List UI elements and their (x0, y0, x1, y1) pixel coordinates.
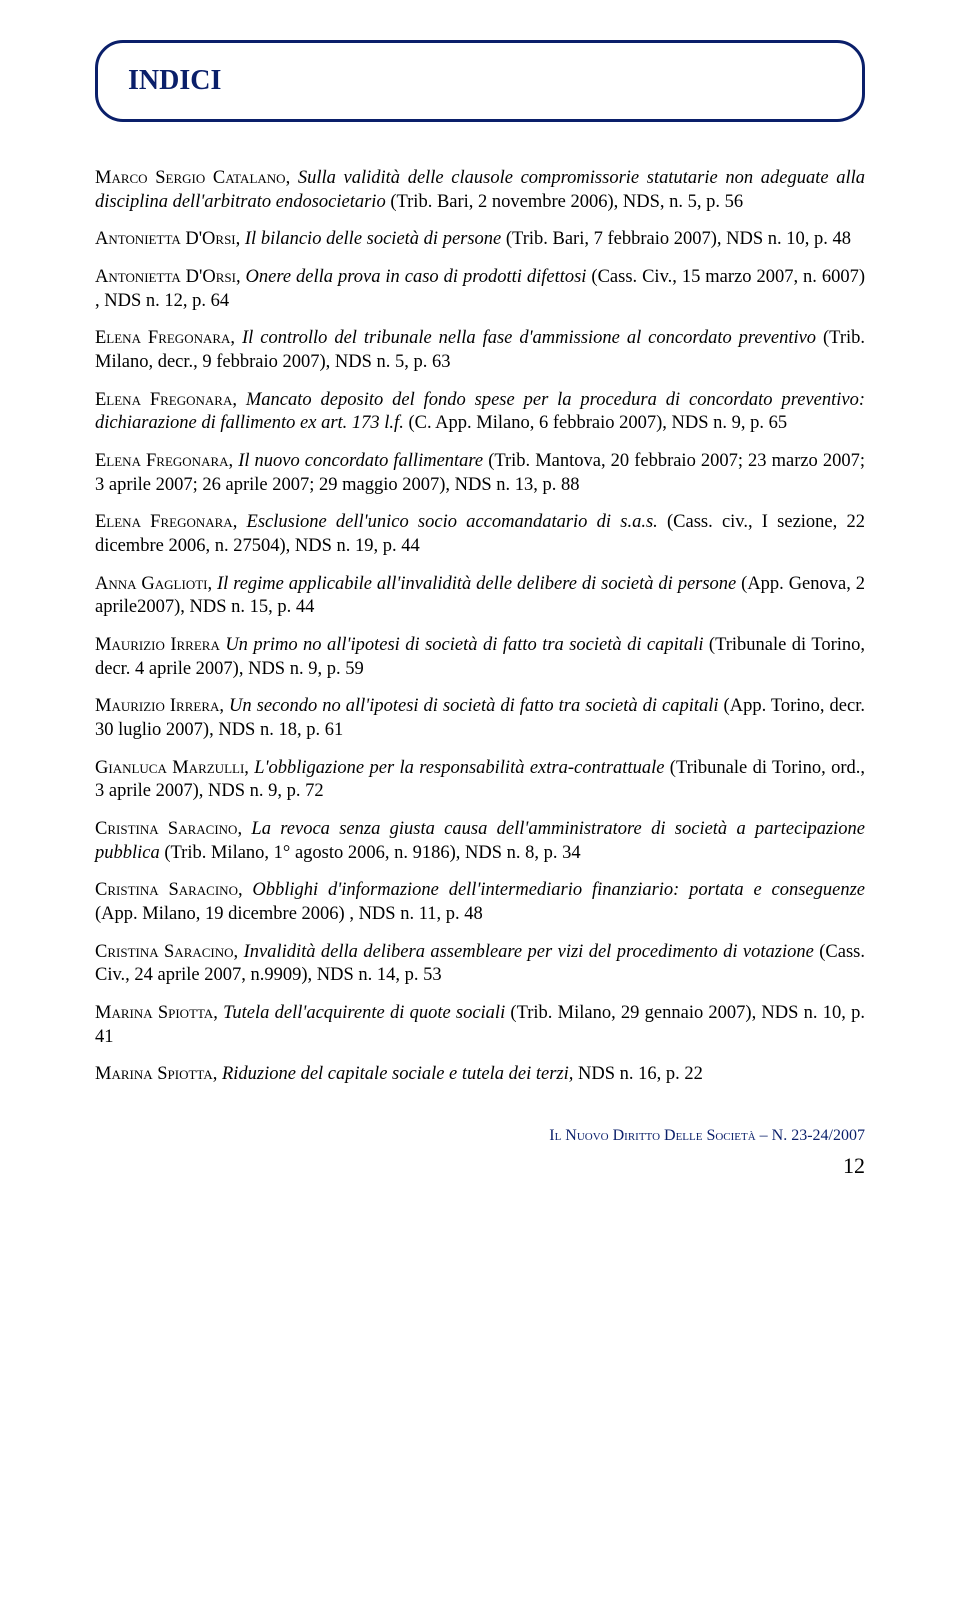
entry-author: Elena Fregonara (95, 512, 233, 532)
index-entry: Cristina Saracino, Invalidità della deli… (95, 941, 865, 988)
entry-separator: , (213, 1064, 222, 1084)
entry-author: Antonietta D'Orsi (95, 229, 236, 249)
entry-title: Il bilancio delle società di persone (245, 229, 501, 249)
index-entry: Elena Fregonara, Il nuovo concordato fal… (95, 450, 865, 497)
footer-journal-name: Il Nuovo Diritto Delle Società (549, 1127, 755, 1144)
entry-title: Il regime applicabile all'invalidità del… (217, 574, 736, 594)
entry-author: Gianluca Marzulli (95, 758, 244, 778)
entry-author: Marina Spiotta (95, 1064, 213, 1084)
index-entry: Cristina Saracino, Obblighi d'informazio… (95, 879, 865, 926)
entry-separator: , (238, 880, 252, 900)
entry-author: Elena Fregonara (95, 328, 230, 348)
entry-separator: , (219, 696, 229, 716)
entry-author: Marina Spiotta (95, 1003, 213, 1023)
entry-author: Antonietta D'Orsi (95, 267, 236, 287)
index-entry: Elena Fregonara, Esclusione dell'unico s… (95, 511, 865, 558)
entry-separator: , (233, 512, 247, 532)
entry-author: Maurizio Irrera (95, 635, 220, 655)
entry-separator: , (234, 942, 244, 962)
entry-title: Esclusione dell'unico socio accomandatar… (247, 512, 658, 532)
entry-title: Invalidità della delibera assembleare pe… (244, 942, 814, 962)
entry-title: Tutela dell'acquirente di quote sociali (223, 1003, 505, 1023)
index-entry: Cristina Saracino, La revoca senza giust… (95, 818, 865, 865)
footer-issue: – N. 23-24/2007 (756, 1127, 865, 1144)
entry-citation: (C. App. Milano, 6 febbraio 2007), NDS n… (404, 413, 787, 433)
entry-author: Anna Gaglioti (95, 574, 207, 594)
index-entry: Marina Spiotta, Tutela dell'acquirente d… (95, 1002, 865, 1049)
entry-citation: NDS n. 16, p. 22 (573, 1064, 703, 1084)
entry-title: Il controllo del tribunale nella fase d'… (242, 328, 816, 348)
entry-separator: , (236, 229, 245, 249)
footer: Il Nuovo Diritto Delle Società – N. 23-2… (95, 1127, 865, 1179)
index-entry: Anna Gaglioti, Il regime applicabile all… (95, 573, 865, 620)
entry-separator: , (230, 328, 242, 348)
entry-author: Marco Sergio Catalano (95, 168, 286, 188)
entry-title: L'obbligazione per la responsabilità ext… (254, 758, 664, 778)
entry-separator: , (236, 267, 246, 287)
index-entry: Marina Spiotta, Riduzione del capitale s… (95, 1063, 865, 1087)
index-entry: Maurizio Irrera Un primo no all'ipotesi … (95, 634, 865, 681)
index-entry: Antonietta D'Orsi, Onere della prova in … (95, 266, 865, 313)
footer-journal: Il Nuovo Diritto Delle Società – N. 23-2… (95, 1127, 865, 1145)
entry-citation: (Trib. Bari, 2 novembre 2006), NDS, n. 5… (386, 192, 743, 212)
page-number: 12 (95, 1153, 865, 1179)
page-title: INDICI (128, 65, 832, 97)
entry-separator: , (232, 390, 246, 410)
index-entry: Elena Fregonara, Il controllo del tribun… (95, 327, 865, 374)
entry-author: Cristina Saracino (95, 942, 234, 962)
index-entry: Maurizio Irrera, Un secondo no all'ipote… (95, 695, 865, 742)
entry-title: Un secondo no all'ipotesi di società di … (229, 696, 719, 716)
entry-author: Elena Fregonara (95, 390, 232, 410)
index-entries: Marco Sergio Catalano, Sulla validità de… (95, 167, 865, 1087)
index-entry: Elena Fregonara, Mancato deposito del fo… (95, 389, 865, 436)
entry-author: Cristina Saracino (95, 880, 238, 900)
index-entry: Marco Sergio Catalano, Sulla validità de… (95, 167, 865, 214)
index-entry: Antonietta D'Orsi, Il bilancio delle soc… (95, 228, 865, 252)
entry-author: Maurizio Irrera (95, 696, 219, 716)
entry-citation: (App. Milano, 19 dicembre 2006) , NDS n.… (95, 904, 483, 924)
entry-citation: (Trib. Milano, 1° agosto 2006, n. 9186),… (160, 843, 581, 863)
entry-author: Cristina Saracino (95, 819, 237, 839)
entry-separator: , (229, 451, 239, 471)
entry-separator: , (207, 574, 217, 594)
entry-title: Un primo no all'ipotesi di società di fa… (225, 635, 703, 655)
entry-separator: , (213, 1003, 223, 1023)
entry-title: Obblighi d'informazione dell'intermediar… (252, 880, 865, 900)
entry-title: Riduzione del capitale sociale e tutela … (222, 1064, 573, 1084)
entry-separator: , (237, 819, 251, 839)
header-box: INDICI (95, 40, 865, 122)
entry-author: Elena Fregonara (95, 451, 229, 471)
entry-citation: (Trib. Bari, 7 febbraio 2007), NDS n. 10… (501, 229, 851, 249)
entry-title: Il nuovo concordato fallimentare (238, 451, 483, 471)
index-entry: Gianluca Marzulli, L'obbligazione per la… (95, 757, 865, 804)
entry-title: Onere della prova in caso di prodotti di… (246, 267, 587, 287)
entry-separator: , (244, 758, 254, 778)
entry-separator: , (286, 168, 298, 188)
